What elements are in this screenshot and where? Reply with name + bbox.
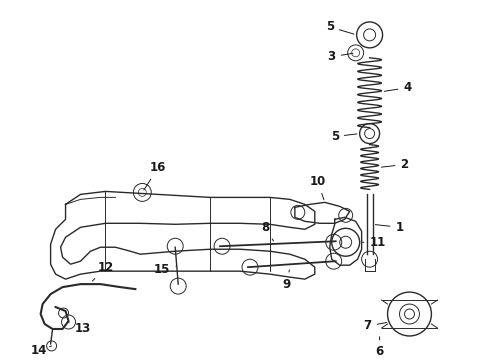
Text: 15: 15 xyxy=(154,263,176,276)
Text: 16: 16 xyxy=(144,161,167,190)
Text: 5: 5 xyxy=(331,130,357,143)
Text: 5: 5 xyxy=(326,21,354,34)
Text: 3: 3 xyxy=(328,50,353,63)
Text: 10: 10 xyxy=(310,175,326,200)
Text: 7: 7 xyxy=(364,319,387,333)
Text: 9: 9 xyxy=(283,270,291,291)
Text: 11: 11 xyxy=(363,236,386,249)
Text: 6: 6 xyxy=(375,337,384,359)
Text: 14: 14 xyxy=(30,345,51,357)
Text: 12: 12 xyxy=(93,261,114,281)
Text: 4: 4 xyxy=(384,81,412,94)
Text: 2: 2 xyxy=(381,158,409,171)
Text: 1: 1 xyxy=(375,221,404,234)
Text: 13: 13 xyxy=(69,322,91,336)
Text: 8: 8 xyxy=(261,221,273,241)
